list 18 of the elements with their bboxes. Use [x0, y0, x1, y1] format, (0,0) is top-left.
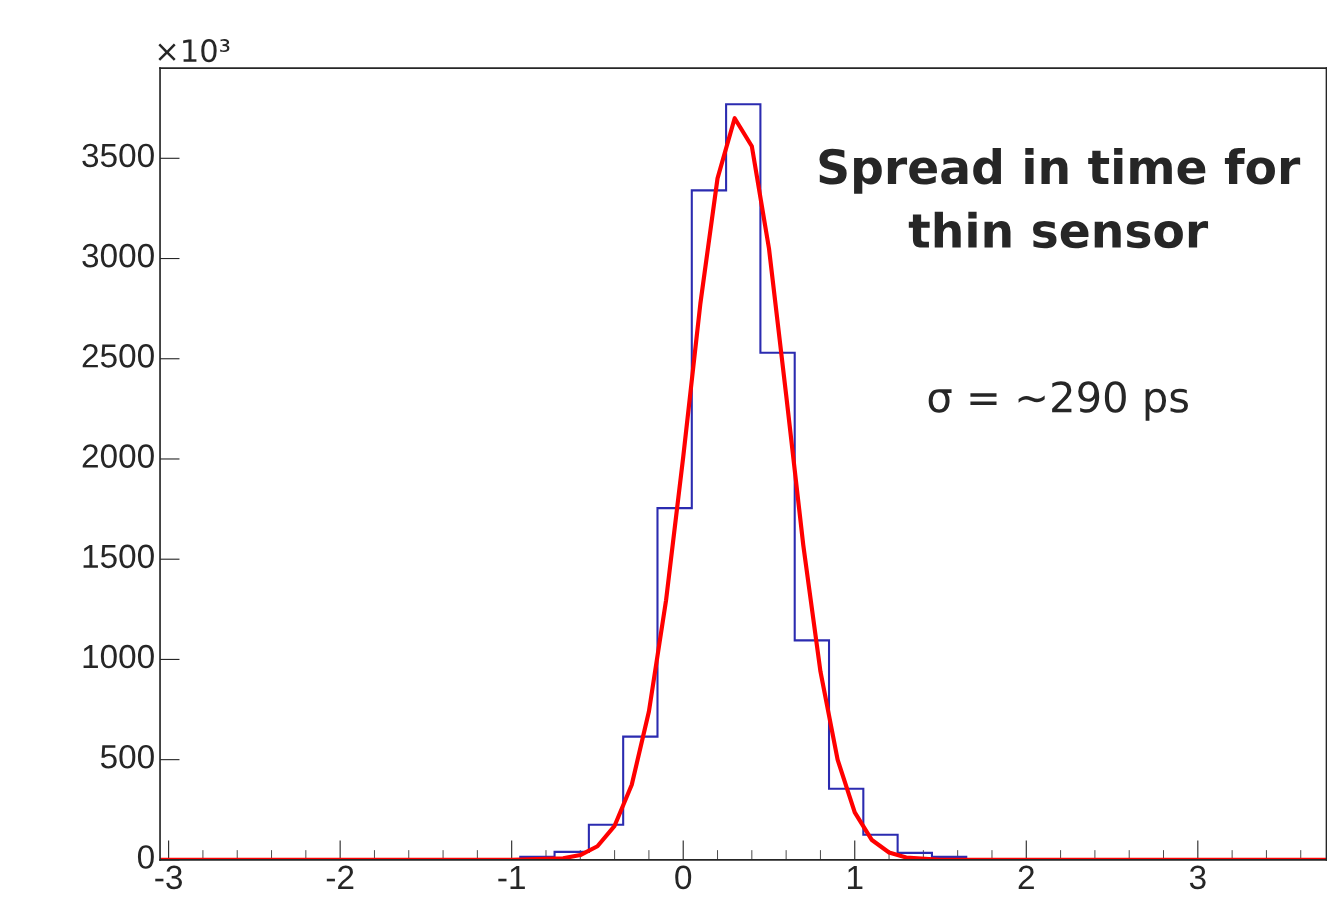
y-tick-label: 3000 — [82, 243, 154, 268]
annotation: Spread in time for thin sensor — [819, 148, 1301, 249]
y-tick-label: 500 — [100, 744, 154, 769]
x-tick-label: -3 — [155, 865, 182, 890]
y-tick-label: 2000 — [82, 444, 154, 468]
y-tick-label: 0 — [137, 845, 154, 869]
y-tick-label: 1000 — [83, 644, 154, 669]
x-tick-label: 0 — [675, 865, 692, 890]
x-tick-label: 3 — [1189, 865, 1206, 890]
x-tick-label: -1 — [498, 865, 525, 889]
x-tick-label: -2 — [326, 865, 354, 889]
y-tick-label: 1500 — [83, 544, 154, 569]
x-tick-label: 1 — [848, 865, 863, 889]
x-tick-label: 2 — [1018, 865, 1034, 889]
y-tick-label: 3500 — [82, 143, 154, 168]
y-tick-label: 2500 — [82, 344, 154, 368]
annotation: σ = ~290 ps — [928, 381, 1188, 421]
text: ×10³ — [158, 39, 230, 63]
